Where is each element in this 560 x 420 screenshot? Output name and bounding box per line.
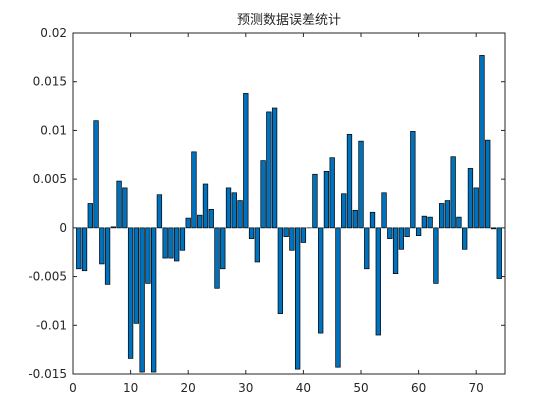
bars-group	[76, 55, 502, 373]
x-tick-label-10: 10	[123, 381, 138, 395]
bar-44	[323, 171, 330, 229]
bar-56	[392, 227, 399, 275]
bar-74	[496, 227, 502, 279]
bar-62	[427, 216, 433, 229]
x-tick-label-20: 20	[181, 381, 196, 395]
bar-32	[254, 227, 260, 263]
y-tick-label-0: -0.015	[28, 367, 67, 381]
x-tick-label-60: 60	[411, 381, 426, 395]
y-tick-label-6: 0.015	[33, 75, 67, 89]
bar-69	[467, 168, 474, 229]
bar-22	[197, 214, 203, 229]
x-tick-label-0: 0	[69, 381, 77, 395]
bar-8	[116, 180, 122, 229]
bar-29	[237, 200, 243, 229]
bar-28	[231, 192, 237, 229]
bar-43	[318, 227, 324, 334]
bar-27	[225, 187, 232, 229]
bar-48	[346, 133, 353, 229]
bar-30	[243, 93, 249, 229]
x-tick-label-50: 50	[353, 381, 368, 395]
x-tick-label-70: 70	[469, 381, 484, 395]
bar-73	[490, 227, 497, 230]
bar-57	[398, 227, 404, 250]
bar-40	[300, 227, 307, 243]
y-tick-label-1: -0.01	[36, 318, 67, 332]
x-tick-label-40: 40	[296, 381, 311, 395]
bar-47	[341, 193, 347, 229]
bar-31	[248, 227, 255, 239]
bar-34	[266, 111, 272, 229]
bar-59	[410, 131, 416, 229]
x-axis-ticks: 0 10 20 30 40 50 60 70	[69, 33, 484, 395]
bar-54	[381, 192, 387, 229]
bar-65	[444, 200, 451, 229]
y-tick-label-5: 0.01	[40, 123, 67, 137]
bar-55	[387, 227, 393, 239]
bar-9	[122, 187, 128, 229]
y-tick-label-3: 0	[59, 221, 67, 235]
bar-36	[277, 227, 284, 314]
bar-14	[150, 227, 157, 373]
bar-7	[110, 226, 116, 229]
bar-33	[260, 160, 266, 229]
bar-50	[358, 140, 364, 229]
bar-18	[174, 227, 180, 262]
bar-61	[421, 215, 428, 229]
bar-10	[127, 227, 134, 359]
bar-58	[404, 227, 410, 237]
bar-52	[369, 211, 376, 229]
bar-39	[294, 227, 301, 370]
bar-72	[485, 139, 491, 229]
bar-26	[220, 227, 226, 270]
bar-25	[214, 227, 220, 289]
bar-60	[415, 227, 422, 237]
y-tick-label-4: 0.005	[33, 172, 67, 186]
bar-38	[289, 227, 295, 251]
bar-20	[185, 217, 191, 229]
bar-37	[283, 227, 289, 237]
bar-70	[473, 187, 479, 229]
bar-1	[76, 227, 82, 270]
y-tick-label-7: 0.02	[40, 26, 67, 40]
bar-6	[104, 227, 111, 285]
bar-23	[202, 183, 209, 229]
plot-box	[72, 32, 506, 375]
bar-66	[450, 156, 456, 229]
bar-49	[352, 209, 358, 229]
bar-11	[133, 227, 140, 324]
bar-64	[438, 203, 445, 229]
x-tick-label-30: 30	[238, 381, 253, 395]
bar-13	[145, 227, 151, 284]
chart-title: 预测数据误差统计	[237, 13, 341, 28]
bar-42	[312, 173, 318, 229]
bar-2	[81, 227, 88, 272]
bar-45	[329, 157, 335, 229]
bar-17	[168, 227, 174, 259]
bar-51	[364, 227, 370, 270]
bar-4	[93, 120, 99, 229]
bar-63	[433, 227, 439, 284]
y-axis-ticks: -0.015 -0.01 -0.005 0 0.005 0.01 0.015 0.02	[28, 26, 505, 381]
bar-35	[271, 107, 278, 229]
bar-16	[162, 227, 168, 259]
bar-24	[208, 209, 214, 229]
bar-68	[462, 227, 468, 250]
bar-46	[335, 227, 341, 368]
y-tick-label-2: -0.005	[28, 270, 67, 284]
bar-21	[191, 151, 197, 229]
bar-67	[456, 216, 462, 229]
bar-53	[375, 227, 381, 336]
bar-15	[156, 194, 163, 229]
bar-5	[99, 227, 105, 265]
bar-3	[87, 203, 93, 229]
bar-19	[179, 227, 186, 251]
axes-group	[72, 32, 506, 375]
bar-12	[139, 227, 145, 373]
bar-71	[479, 55, 485, 229]
